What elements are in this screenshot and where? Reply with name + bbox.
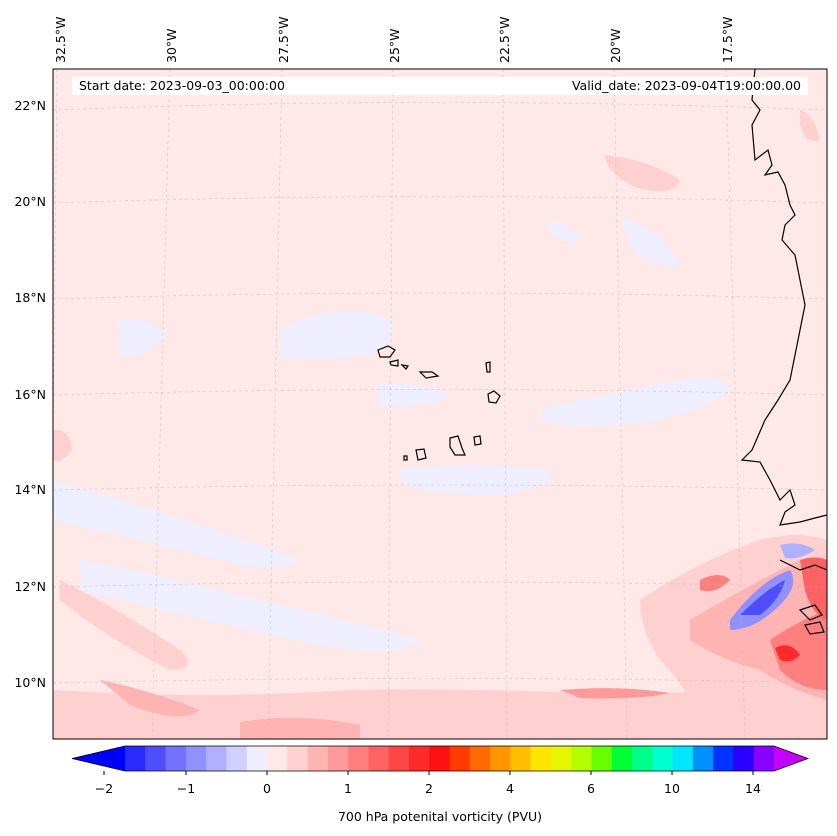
- colorbar-tick-label: 6: [587, 781, 595, 796]
- colorbar-swatch: [713, 746, 734, 771]
- colorbar-swatch: [571, 746, 592, 771]
- colorbar-swatch: [246, 746, 268, 771]
- lon-label: 25°W: [387, 28, 402, 63]
- map-frame: [52, 68, 828, 740]
- colorbar-swatch: [307, 746, 329, 771]
- coastline: [740, 69, 827, 635]
- info-box: Start date: 2023-09-03_00:00:00 Valid_da…: [72, 77, 808, 95]
- colorbar-swatch: [469, 746, 491, 771]
- colorbar-swatch: [632, 746, 653, 771]
- start-date: Start date: 2023-09-03_00:00:00: [79, 78, 285, 93]
- colorbar-swatch: [753, 746, 775, 771]
- colorbar-tick-label: 2: [425, 781, 433, 796]
- colorbar-swatch: [145, 746, 167, 771]
- colorbar-swatch: [327, 746, 349, 771]
- lon-label: 22.5°W: [497, 16, 512, 63]
- lat-label: 14°N: [14, 482, 46, 497]
- lat-label: 10°N: [14, 675, 46, 690]
- lon-label: 32.5°W: [53, 16, 68, 63]
- lon-label: 17.5°W: [720, 16, 735, 63]
- colorbar-swatch: [165, 746, 187, 771]
- lat-label: 16°N: [14, 387, 46, 402]
- colorbar-tick-label: 4: [506, 781, 514, 796]
- pv-field: [53, 69, 827, 739]
- colorbar-title: 700 hPa potenital vorticity (PVU): [337, 809, 543, 824]
- colorbar-swatch: [408, 746, 430, 771]
- colorbar-swatch: [652, 746, 674, 771]
- colorbar-swatch: [733, 746, 755, 771]
- colorbar-swatch: [530, 746, 552, 771]
- colorbar-swatch: [449, 746, 471, 771]
- colorbar-swatch: [368, 746, 390, 771]
- colorbar-swatch: [348, 746, 369, 771]
- colorbar-swatch: [226, 746, 248, 771]
- colorbar-swatch: [490, 746, 511, 771]
- colorbar-tick-label: −2: [94, 781, 114, 796]
- colorbar-outline: [71, 745, 810, 772]
- lon-label: 27.5°W: [276, 16, 291, 63]
- colorbar-tick-label: 10: [664, 781, 680, 796]
- colorbar-swatch: [591, 746, 613, 771]
- valid-date: Valid_date: 2023-09-04T19:00:00.00: [571, 78, 801, 93]
- colorbar-swatch: [388, 746, 410, 771]
- colorbar-swatch: [266, 746, 288, 771]
- colorbar-swatch: [287, 746, 309, 771]
- lat-label: 20°N: [14, 194, 46, 209]
- colorbar-swatch: [692, 746, 714, 771]
- colorbar-swatch: [125, 746, 146, 771]
- colorbar-extend-min: [72, 746, 125, 771]
- colorbar-swatch: [672, 746, 694, 771]
- colorbar-swatch: [510, 746, 532, 771]
- colorbar-extend-max: [774, 746, 808, 771]
- colorbar-swatch: [611, 746, 633, 771]
- cape-verde-islands: [377, 345, 501, 461]
- colorbar-tick-label: 1: [344, 781, 352, 796]
- lat-label: 22°N: [14, 98, 46, 113]
- lon-label: 30°W: [164, 28, 179, 63]
- colorbar-tick-label: −1: [176, 781, 196, 796]
- colorbar-swatch: [206, 746, 227, 771]
- colorbar-swatch: [429, 746, 450, 771]
- colorbar: [71, 745, 810, 775]
- colorbar-tick-label: 0: [263, 781, 271, 796]
- graticule: [53, 69, 827, 739]
- colorbar-tick-label: 14: [745, 781, 761, 796]
- colorbar-swatch: [550, 746, 572, 771]
- lat-label: 12°N: [14, 579, 46, 594]
- lat-label: 18°N: [14, 290, 46, 305]
- lon-label: 20°W: [608, 28, 623, 63]
- colorbar-swatch: [185, 746, 207, 771]
